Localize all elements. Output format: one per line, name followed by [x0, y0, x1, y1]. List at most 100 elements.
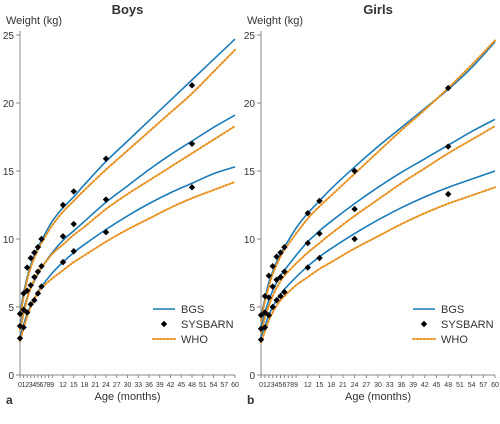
data-point-sysbarn: [188, 184, 196, 191]
x-tick-label: 42: [421, 382, 429, 389]
x-tick-label: 3: [29, 382, 33, 389]
x-tick-label: 48: [444, 382, 452, 389]
data-point-sysbarn: [281, 243, 288, 251]
data-point-sysbarn: [351, 167, 358, 175]
y-tick-label: 15: [244, 167, 256, 178]
data-point-sysbarn: [102, 196, 110, 203]
data-point-sysbarn: [27, 254, 34, 262]
x-tick-label: 36: [145, 382, 153, 389]
y-tick-label: 5: [249, 303, 255, 314]
x-tick-label: 33: [386, 382, 394, 389]
legend: BGS SYSBARN WHO: [412, 304, 494, 346]
x-tick-label: 45: [433, 382, 441, 389]
data-point-sysbarn: [351, 235, 358, 243]
data-point-sysbarn: [265, 272, 272, 279]
x-tick-label: 51: [456, 382, 464, 389]
data-point-sysbarn: [351, 205, 358, 213]
x-tick-label: 2: [267, 382, 271, 389]
data-point-sysbarn: [27, 301, 34, 308]
data-point-sysbarn: [23, 264, 31, 271]
x-tick-label: 0: [259, 382, 263, 389]
data-point-sysbarn: [38, 283, 45, 290]
y-tick-label: 0: [8, 371, 14, 382]
data-point-sysbarn: [188, 140, 196, 147]
legend: BGS SYSBARN WHO: [152, 304, 234, 346]
data-point-sysbarn: [273, 297, 280, 304]
data-point-sysbarn: [304, 209, 311, 217]
data-point-sysbarn: [277, 249, 284, 256]
x-tick-label: 12: [304, 382, 312, 389]
y-tick-label: 25: [3, 31, 15, 42]
x-tick-label: 0: [18, 382, 22, 389]
y-axis-label: Weight (kg): [247, 15, 303, 27]
x-tick-label: 60: [231, 382, 239, 389]
x-tick-label: 3: [271, 382, 275, 389]
legend-label-who: WHO: [181, 334, 208, 346]
x-tick-label: 8: [290, 382, 294, 389]
data-point-sysbarn: [281, 268, 288, 275]
data-point-sysbarn: [188, 82, 196, 89]
data-point-sysbarn: [27, 282, 34, 289]
y-tick-label: 25: [244, 31, 256, 42]
data-point-sysbarn: [257, 336, 265, 343]
data-point-sysbarn: [23, 287, 31, 294]
data-point-sysbarn: [269, 283, 276, 290]
x-tick-label: 21: [339, 382, 347, 389]
data-point-sysbarn: [16, 310, 24, 317]
x-tick-label: 6: [282, 382, 286, 389]
data-point-sysbarn: [31, 273, 38, 281]
data-point-sysbarn: [445, 84, 452, 92]
data-point-sysbarn: [273, 276, 280, 283]
x-tick-label: 18: [327, 382, 335, 389]
x-tick-label: 4: [32, 382, 36, 389]
x-tick-label: 9: [294, 382, 298, 389]
x-tick-label: 54: [210, 382, 218, 389]
x-tick-label: 30: [374, 382, 382, 389]
x-tick-label: 15: [70, 382, 78, 389]
x-tick-label: 48: [188, 382, 196, 389]
x-tick-label: 5: [36, 382, 40, 389]
x-tick-label: 9: [50, 382, 54, 389]
series-line-bgs: [260, 118, 496, 328]
data-point-sysbarn: [16, 335, 24, 342]
x-tick-label: 39: [156, 382, 164, 389]
data-point-sysbarn: [265, 294, 272, 301]
x-tick-label: 60: [491, 382, 499, 389]
series-line-who: [19, 180, 236, 342]
data-point-sysbarn: [261, 309, 269, 316]
y-tick-label: 10: [244, 235, 256, 246]
data-point-sysbarn: [31, 297, 38, 304]
x-tick-label: 12: [59, 382, 67, 389]
legend-label-who: WHO: [441, 334, 468, 346]
x-tick-label: 6: [40, 382, 44, 389]
x-tick-label: 27: [362, 382, 370, 389]
data-point-sysbarn: [59, 233, 67, 240]
data-point-sysbarn: [59, 258, 67, 266]
x-tick-label: 54: [468, 382, 476, 389]
data-point-sysbarn: [70, 248, 77, 255]
x-tick-label: 45: [177, 382, 185, 389]
x-tick-label: 7: [43, 382, 47, 389]
data-point-sysbarn: [31, 249, 38, 256]
x-tick-label: 24: [102, 382, 110, 389]
y-tick-label: 10: [3, 235, 15, 246]
y-axis-label: Weight (kg): [6, 15, 62, 27]
series-line-who: [260, 186, 496, 344]
x-tick-label: 27: [113, 382, 121, 389]
x-tick-label: 39: [409, 382, 417, 389]
x-tick-label: 42: [167, 382, 175, 389]
data-point-sysbarn: [261, 324, 269, 331]
legend-label-sysbarn: SYSBARN: [181, 319, 234, 331]
x-tick-label: 1: [22, 382, 26, 389]
x-tick-label: 5: [279, 382, 283, 389]
panel-label: b: [247, 393, 254, 407]
series-line-who: [19, 48, 236, 318]
data-point-sysbarn: [70, 220, 77, 228]
x-tick-label: 18: [81, 382, 89, 389]
x-tick-label: 7: [286, 382, 290, 389]
x-tick-label: 36: [398, 382, 406, 389]
data-point-sysbarn: [38, 263, 45, 270]
